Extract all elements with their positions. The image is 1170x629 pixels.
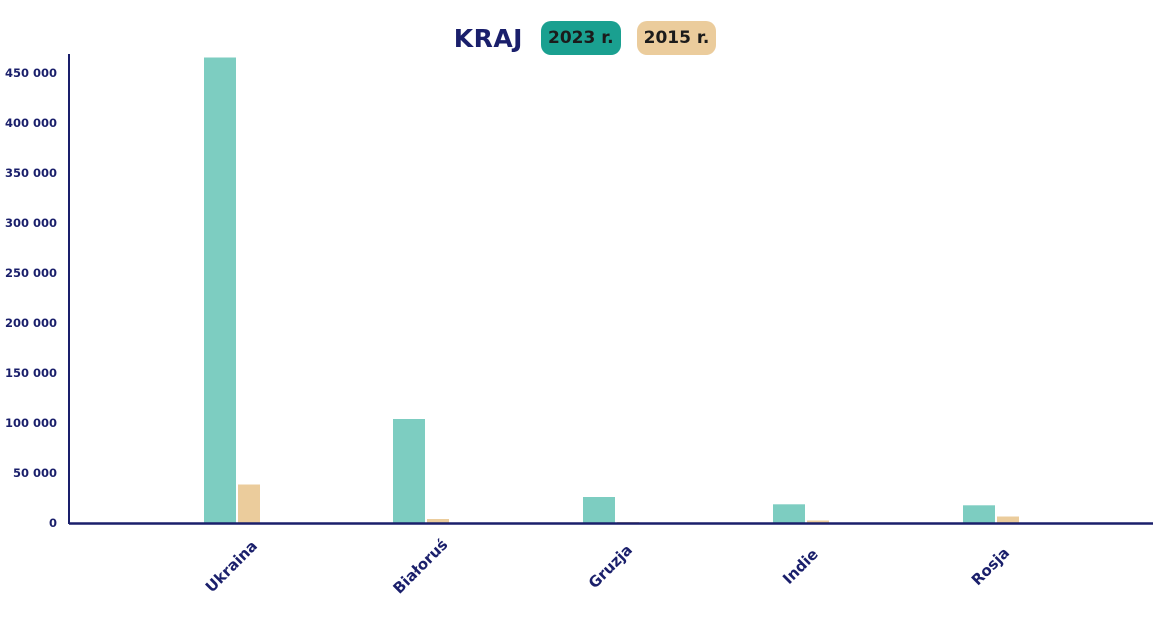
bars: [204, 57, 1019, 523]
bar-2023-3: [773, 504, 805, 523]
x-category-label: Białoruś: [390, 535, 452, 597]
y-tick-label: 350 000: [5, 166, 57, 180]
y-tick-label: 100 000: [5, 416, 57, 430]
axes: [68, 54, 1153, 525]
y-tick-label: 300 000: [5, 216, 57, 230]
bar-2015-0: [238, 484, 260, 523]
y-tick-label: 450 000: [5, 66, 57, 80]
chart-title: KRAJ: [453, 23, 523, 53]
y-tick-label: 400 000: [5, 116, 57, 130]
bar-2023-0: [204, 57, 236, 523]
bar-2015-4: [997, 516, 1019, 523]
y-tick-label: 0: [49, 516, 57, 530]
legend-badge-2023: 2023 r.: [540, 21, 621, 55]
y-tick-label: 150 000: [5, 366, 57, 380]
y-tick-label: 200 000: [5, 316, 57, 330]
bar-2023-2: [583, 497, 615, 523]
bar-2015-1: [427, 519, 449, 523]
x-category-label: Gruzja: [585, 541, 636, 592]
bar-2023-4: [963, 505, 995, 523]
x-axis-labels: Ukraina Białoruś Gruzja Indie Rosja: [202, 535, 1013, 597]
chart-header: KRAJ 2023 r. 2015 r.: [0, 20, 1170, 56]
bar-2015-3: [807, 520, 829, 523]
x-category-label: Rosja: [968, 544, 1013, 589]
y-tick-label: 250 000: [5, 266, 57, 280]
x-category-label: Indie: [779, 545, 822, 588]
legend-badge-2015: 2015 r.: [636, 21, 717, 55]
bar-2023-1: [393, 419, 425, 523]
x-category-label: Ukraina: [202, 537, 261, 596]
y-axis-ticks: 0 50 000 100 000 150 000 200 000 250 000 300 0…: [5, 66, 57, 530]
y-tick-label: 50 000: [13, 466, 57, 480]
